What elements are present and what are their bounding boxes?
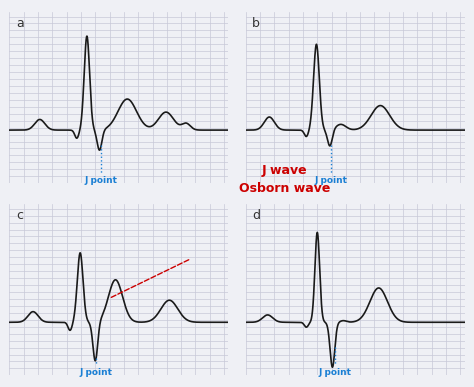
Text: J point: J point [319,368,351,377]
Text: a: a [16,17,24,30]
Text: c: c [16,209,23,222]
Text: J wave
Osborn wave: J wave Osborn wave [239,164,330,195]
Text: d: d [252,209,260,222]
Text: J point: J point [314,176,347,185]
Text: J point: J point [80,368,113,377]
Text: b: b [252,17,260,30]
Text: J point: J point [85,176,118,185]
